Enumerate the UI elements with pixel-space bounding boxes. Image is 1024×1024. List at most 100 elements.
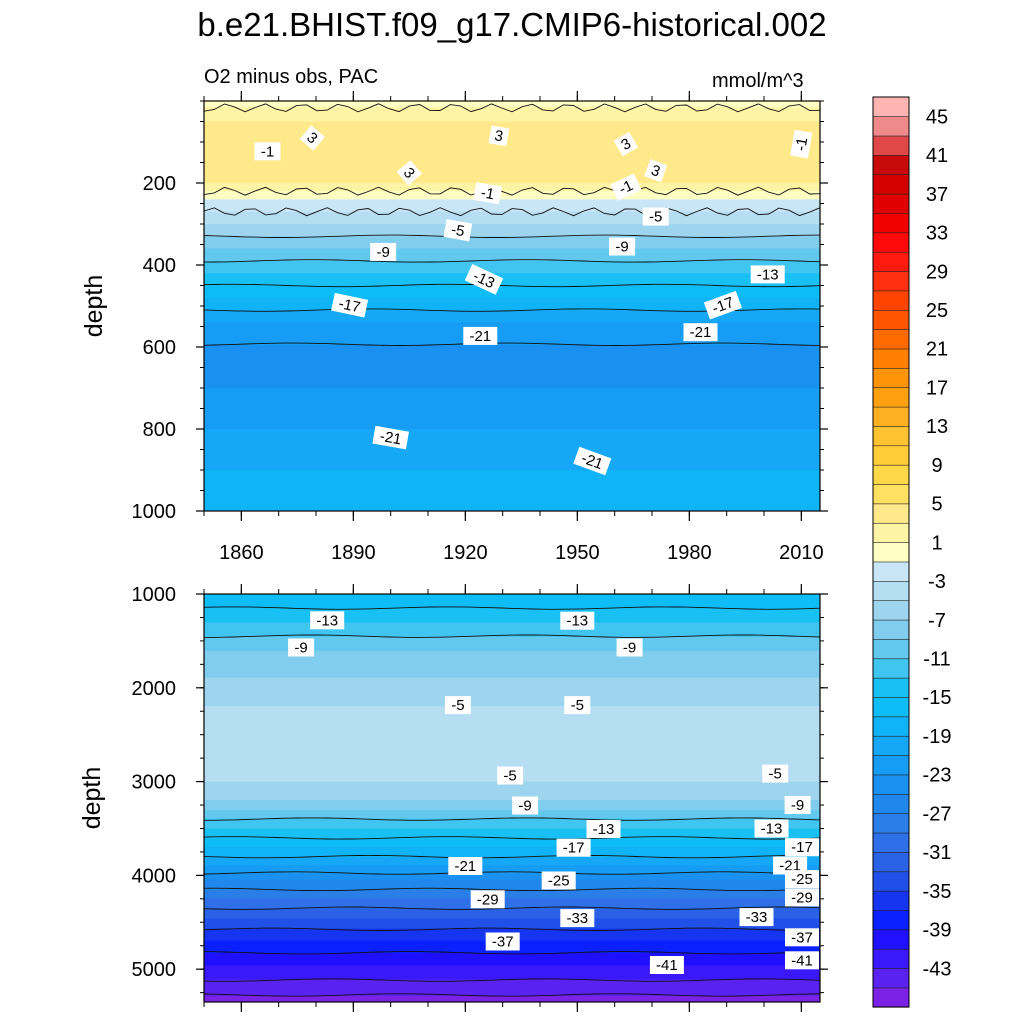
svg-text:-13: -13 (566, 613, 588, 630)
colorbar-swatch (872, 813, 910, 834)
colorbar-label: -3 (928, 571, 946, 593)
depth-band (204, 722, 820, 726)
depth-band (204, 677, 820, 681)
depth-band (204, 388, 820, 391)
contour-label: -1 (473, 182, 503, 205)
depth-band (204, 406, 820, 410)
svg-text:-5: -5 (571, 697, 584, 714)
x-tick-label: 1980 (667, 542, 712, 564)
svg-text:-5: -5 (451, 697, 464, 714)
depth-band (204, 704, 820, 707)
depth-band (204, 117, 820, 121)
depth-band (204, 895, 820, 899)
depth-band (204, 757, 820, 760)
depth-band (204, 747, 820, 750)
depth-band (204, 914, 820, 917)
depth-band (204, 502, 820, 506)
depth-band (204, 708, 820, 711)
svg-text:-21: -21 (579, 450, 605, 473)
depth-band (204, 230, 820, 233)
svg-text:-33: -33 (566, 910, 588, 927)
contour-label: -5 (443, 219, 473, 242)
depth-band (204, 390, 820, 393)
contour-line (204, 887, 820, 892)
depth-band (204, 463, 820, 467)
depth-band (204, 991, 820, 995)
depth-band (204, 628, 820, 632)
depth-band (204, 142, 820, 145)
depth-band (204, 500, 820, 504)
depth-band (204, 798, 820, 801)
depth-band (204, 714, 820, 717)
depth-band (204, 957, 820, 960)
depth-band (204, 301, 820, 305)
colorbar-swatch (872, 309, 910, 330)
depth-band (204, 176, 820, 180)
depth-band (204, 447, 820, 451)
y-tick-label: 800 (143, 419, 176, 441)
depth-band (204, 863, 820, 866)
depth-band (204, 482, 820, 485)
colorbar-swatch (872, 232, 910, 253)
depth-band (204, 924, 820, 928)
depth-band (204, 865, 820, 868)
depth-band (204, 347, 820, 350)
depth-band (204, 281, 820, 285)
colorbar-swatch (872, 270, 910, 292)
depth-band (204, 367, 820, 371)
depth-band (204, 453, 820, 457)
depth-band (204, 349, 820, 352)
depth-band (204, 916, 820, 919)
depth-band (204, 904, 820, 907)
contour-label: -25 (541, 871, 576, 890)
depth-band (204, 410, 820, 414)
contour-line (204, 854, 820, 859)
depth-band (204, 457, 820, 461)
contour-label: -41 (649, 956, 684, 974)
contour-label: -17 (556, 838, 591, 857)
contour-label: 3 (644, 159, 668, 183)
contour-label: -33 (739, 908, 774, 927)
depth-band (204, 111, 820, 114)
colorbar-swatch (872, 483, 910, 505)
y-tick-label: 5000 (132, 959, 177, 981)
depth-band (204, 152, 820, 155)
depth-band (204, 661, 820, 664)
depth-band (204, 959, 820, 962)
depth-band (204, 893, 820, 897)
colorbar-label: -19 (923, 726, 952, 748)
depth-band (204, 338, 820, 342)
depth-band (204, 851, 820, 854)
svg-text:-21: -21 (378, 428, 402, 449)
depth-band (204, 332, 820, 336)
contour-label: -21 (683, 323, 718, 342)
depth-band (204, 424, 820, 428)
depth-band (204, 834, 820, 838)
depth-band (204, 180, 820, 184)
colorbar-label: -23 (923, 765, 952, 787)
depth-band (204, 653, 820, 656)
depth-band (204, 612, 820, 615)
depth-band (204, 123, 820, 127)
depth-band (204, 983, 820, 987)
svg-text:-1: -1 (616, 177, 635, 198)
depth-band (204, 897, 820, 901)
depth-band (204, 431, 820, 434)
depth-band (204, 162, 820, 166)
depth-band (204, 875, 820, 879)
svg-text:-13: -13 (757, 266, 779, 283)
depth-band (204, 716, 820, 720)
depth-band (204, 248, 820, 252)
depth-band (204, 744, 820, 748)
upper-depth-panel: 3 3 333-1 -1-5-5-1 -1-9-9-13 -13-17 -17-21 -21-… (80, 91, 828, 564)
depth-band (204, 262, 820, 266)
depth-band (204, 342, 820, 346)
depth-band (204, 306, 820, 309)
colorbar-swatch (872, 174, 910, 195)
depth-band (204, 217, 820, 221)
plot-frame (203, 593, 821, 1003)
depth-band (204, 226, 820, 229)
depth-band (204, 156, 820, 159)
depth-band (204, 645, 820, 648)
depth-band (204, 691, 820, 695)
